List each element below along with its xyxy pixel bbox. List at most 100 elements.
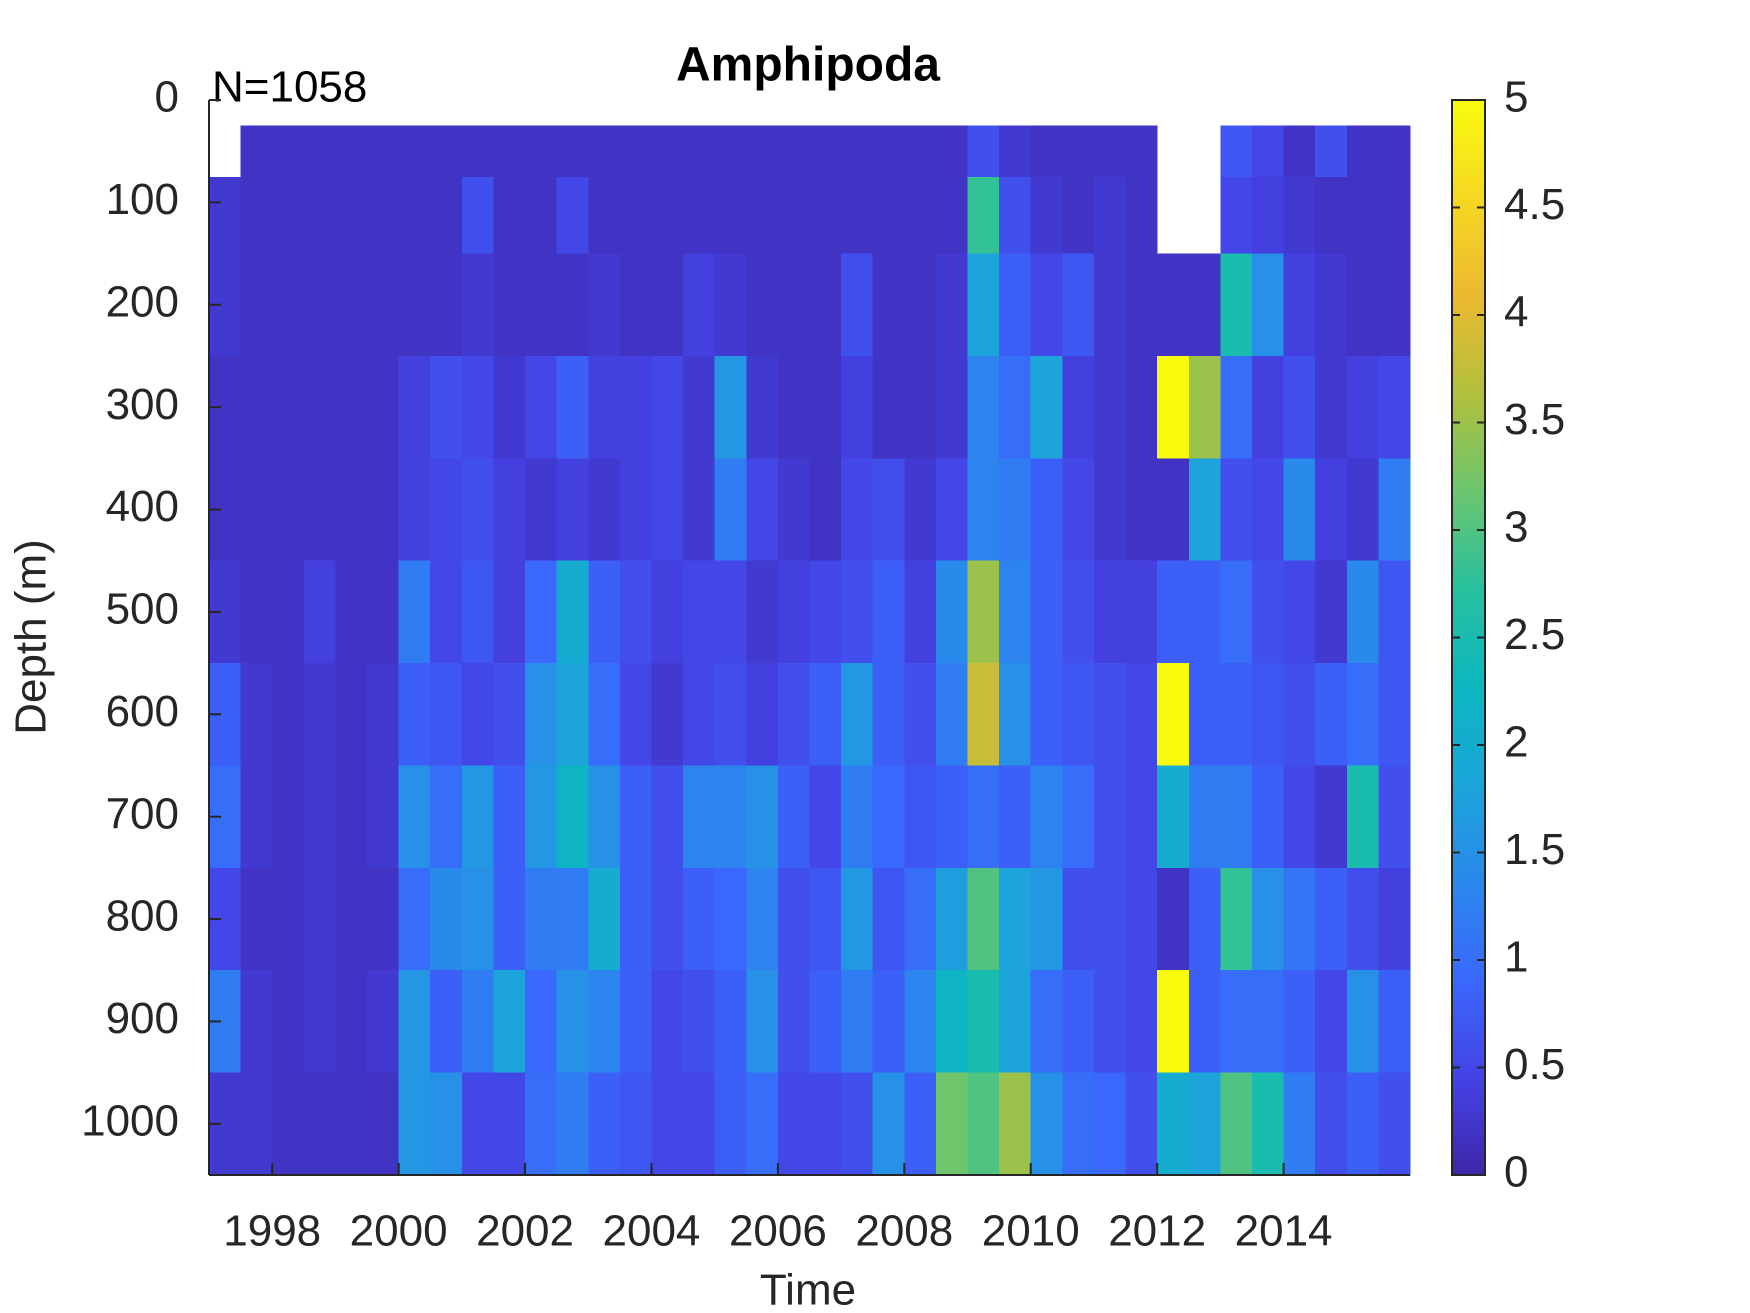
heatmap-cell: [1030, 867, 1063, 971]
heatmap-cell: [904, 458, 937, 562]
heatmap-cell: [1157, 765, 1190, 869]
heatmap-cell: [367, 355, 400, 459]
heatmap-cell: [430, 1072, 463, 1176]
heatmap-cell: [1157, 560, 1190, 664]
heatmap-cell: [588, 765, 621, 869]
heatmap-cell: [651, 125, 684, 178]
heatmap-cell: [651, 867, 684, 971]
heatmap-cell: [588, 253, 621, 357]
heatmap-cell: [1125, 253, 1158, 357]
heatmap-cell: [967, 458, 1000, 562]
heatmap-cell: [1093, 1072, 1127, 1176]
heatmap-cell: [272, 355, 305, 459]
x-tick-label: 2000: [350, 1207, 448, 1256]
heatmap-cell: [493, 253, 526, 357]
heatmap-cell: [1093, 663, 1127, 766]
heatmap-cell: [1346, 560, 1379, 664]
heatmap-cell: [619, 970, 652, 1074]
heatmap-cell: [1220, 867, 1253, 971]
heatmap-cell: [1062, 867, 1095, 971]
heatmap-cell: [1125, 560, 1158, 664]
heatmap-cell: [240, 125, 273, 178]
heatmap-cell: [841, 867, 874, 971]
heatmap-cell: [1220, 1072, 1253, 1176]
heatmap-cell: [1378, 125, 1411, 178]
heatmap-cell: [1378, 765, 1411, 869]
heatmap-cell: [683, 176, 716, 255]
heatmap-cell: [935, 970, 969, 1074]
heatmap-cell: [746, 663, 779, 766]
heatmap-cell: [272, 458, 305, 562]
heatmap-cell: [272, 970, 305, 1074]
heatmap-cell: [1093, 867, 1127, 971]
heatmap-cell: [493, 970, 526, 1074]
heatmap-cell: [1378, 970, 1411, 1074]
heatmap-cell: [777, 970, 810, 1074]
heatmap-cell: [999, 458, 1032, 562]
heatmap-cell: [1315, 458, 1348, 562]
heatmap-cell: [1346, 253, 1379, 357]
heatmap-cell: [999, 355, 1032, 459]
heatmap-cell: [272, 176, 305, 255]
heatmap-cell: [809, 458, 842, 562]
heatmap-cell: [398, 560, 431, 664]
heatmap-cell: [904, 663, 937, 766]
y-tick-label: 600: [106, 687, 179, 736]
heatmap-cell: [1378, 1072, 1411, 1176]
colorbar-tick-label: 4: [1504, 288, 1528, 337]
heatmap-cell: [841, 765, 874, 869]
heatmap-cell: [588, 970, 621, 1074]
heatmap-cell: [556, 125, 589, 178]
heatmap-cell: [1346, 176, 1379, 255]
heatmap-cell: [1283, 253, 1316, 357]
heatmap-cell: [651, 1072, 684, 1176]
y-tick-label: 700: [106, 789, 179, 838]
heatmap-cell: [335, 253, 368, 357]
heatmap-cell: [777, 458, 810, 562]
heatmap-cell: [809, 970, 842, 1074]
heatmap-cell: [525, 176, 558, 255]
heatmap-cell: [1378, 663, 1411, 766]
heatmap-cell: [335, 176, 368, 255]
heatmap-cell: [746, 253, 779, 357]
heatmap-cell: [461, 560, 494, 664]
heatmap-cell: [746, 355, 779, 459]
heatmap-cell: [525, 253, 558, 357]
heatmap-cell: [999, 867, 1032, 971]
heatmap-cell: [525, 125, 558, 178]
heatmap-cell: [999, 1072, 1032, 1176]
heatmap-cell: [303, 125, 336, 178]
heatmap-cell: [777, 253, 810, 357]
heatmap-cell: [1378, 458, 1411, 562]
heatmap-cell: [1251, 253, 1285, 357]
heatmap-cell: [683, 560, 716, 664]
heatmap-cell: [556, 253, 589, 357]
heatmap-cell: [935, 560, 969, 664]
heatmap-cell: [1062, 125, 1095, 178]
heatmap-cell: [809, 765, 842, 869]
heatmap-cell: [777, 125, 810, 178]
heatmap-cell: [1315, 765, 1348, 869]
heatmap-cell: [461, 458, 494, 562]
heatmap-cell: [935, 867, 969, 971]
heatmap-cell: [398, 458, 431, 562]
x-tick-label: 2012: [1108, 1207, 1206, 1256]
heatmap-cell: [935, 1072, 969, 1176]
heatmap-cell: [303, 253, 336, 357]
heatmap-cell: [240, 867, 273, 971]
x-tick-label: 2004: [603, 1207, 701, 1256]
heatmap-cell: [714, 970, 747, 1074]
heatmap-cell: [651, 663, 684, 766]
heatmap-cell: [1062, 1072, 1095, 1176]
heatmap-cell: [619, 1072, 652, 1176]
heatmap-cell: [525, 1072, 558, 1176]
heatmap-cell: [1093, 970, 1127, 1074]
heatmap-cell: [525, 355, 558, 459]
heatmap-cell: [683, 765, 716, 869]
heatmap-cell: [525, 663, 558, 766]
heatmap-cell: [272, 253, 305, 357]
heatmap-cell: [461, 765, 494, 869]
heatmap-cell: [683, 253, 716, 357]
heatmap-cell: [651, 970, 684, 1074]
